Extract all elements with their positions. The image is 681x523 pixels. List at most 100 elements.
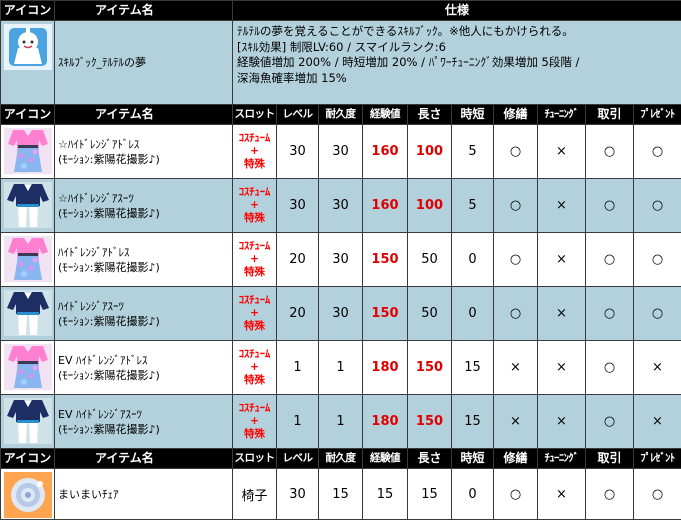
table-row: ☆ﾊｲﾄﾞﾚﾝｼﾞｱｽｰﾂ (ﾓｰｼｮﾝ:紫陽花撮影♪) ｺｽﾁｭｰﾑ + 特殊 30… <box>0 178 681 233</box>
slot-text: + <box>250 415 259 427</box>
present-cell: ○ <box>632 124 681 179</box>
exp-cell: 160 <box>362 178 408 233</box>
col-header: ﾌﾟﾚｾﾞﾝﾄ <box>632 104 681 125</box>
col-header: 経験値 <box>362 104 408 125</box>
item-name-line: ﾊｲﾄﾞﾚﾝｼﾞｱﾄﾞﾚｽ <box>58 245 130 259</box>
durability-cell: 30 <box>318 124 363 179</box>
tuning-cell: × <box>537 468 586 520</box>
skill-spec: ﾃﾙﾃﾙの夢を覚えることができるｽｷﾙﾌﾞｯｸ。※他人にもかけられる。 [ｽｷﾙ… <box>231 20 681 105</box>
col-header: 経験値 <box>362 448 408 469</box>
time-cell: 5 <box>451 124 494 179</box>
durability-cell: 30 <box>318 232 363 287</box>
tuning-cell: × <box>537 178 586 233</box>
slot-text: + <box>250 361 259 373</box>
slot-text: + <box>250 145 259 157</box>
suit-icon <box>4 182 52 228</box>
col-header: 耐久度 <box>318 448 363 469</box>
length-cell: 15 <box>407 468 452 520</box>
repair-cell: ○ <box>493 468 538 520</box>
level-cell: 20 <box>276 232 319 287</box>
exp-cell: 160 <box>362 124 408 179</box>
slot-text: + <box>250 307 259 319</box>
repair-cell: ○ <box>493 286 538 341</box>
trade-cell: ○ <box>585 394 634 449</box>
item-motion-line: (ﾓｰｼｮﾝ:紫陽花撮影♪) <box>58 260 160 274</box>
slot-text: + <box>250 253 259 265</box>
item-motion-line: (ﾓｰｼｮﾝ:紫陽花撮影♪) <box>58 206 160 220</box>
icon-cell <box>0 286 55 341</box>
slot-text: ｺｽﾁｭｰﾑ <box>238 240 271 252</box>
present-cell: ○ <box>632 468 681 520</box>
item-name-line: ﾊｲﾄﾞﾚﾝｼﾞｱｽｰﾂ <box>58 299 124 313</box>
slot-text: 特殊 <box>244 212 265 224</box>
item-name-line: EV ﾊｲﾄﾞﾚﾝｼﾞｱﾄﾞﾚｽ <box>58 353 148 367</box>
time-cell: 15 <box>451 394 494 449</box>
durability-cell: 30 <box>318 286 363 341</box>
col-header: 時短 <box>451 448 494 469</box>
table-row: EV ﾊｲﾄﾞﾚﾝｼﾞｱﾄﾞﾚｽ (ﾓｰｼｮﾝ:紫陽花撮影♪) ｺｽﾁｭｰﾑ + 特殊… <box>0 340 681 395</box>
repair-cell: × <box>493 394 538 449</box>
exp-cell: 180 <box>362 394 408 449</box>
time-cell: 0 <box>451 286 494 341</box>
icon-cell <box>0 468 55 520</box>
repair-cell: ○ <box>493 232 538 287</box>
trade-cell: ○ <box>585 286 634 341</box>
tuning-cell: × <box>537 232 586 287</box>
table-row: ☆ﾊｲﾄﾞﾚﾝｼﾞｱﾄﾞﾚｽ (ﾓｰｼｮﾝ:紫陽花撮影♪) ｺｽﾁｭｰﾑ + 特殊 3… <box>0 124 681 179</box>
icon-cell <box>0 178 55 233</box>
item-name: ﾊｲﾄﾞﾚﾝｼﾞｱｽｰﾂ (ﾓｰｼｮﾝ:紫陽花撮影♪) <box>54 286 233 341</box>
trade-cell: ○ <box>585 178 634 233</box>
chair-header-row: アイコン アイテム名 スロット レベル 耐久度 経験値 長さ 時短 修繕 ﾁｭｰ… <box>0 448 681 469</box>
time-cell: 5 <box>451 178 494 233</box>
costume-header-row: アイコン アイテム名 スロット レベル 耐久度 経験値 長さ 時短 修繕 ﾁｭｰ… <box>0 104 681 125</box>
level-cell: 1 <box>276 394 319 449</box>
slot-cell: ｺｽﾁｭｰﾑ + 特殊 <box>232 178 277 233</box>
slot-text: ｺｽﾁｭｰﾑ <box>238 186 271 198</box>
durability-cell: 15 <box>318 468 363 520</box>
dress-icon <box>4 236 52 282</box>
col-header: アイコン <box>0 448 55 469</box>
tuning-cell: × <box>537 124 586 179</box>
col-header: アイコン <box>0 104 55 125</box>
present-cell: ○ <box>632 286 681 341</box>
col-header: ﾌﾟﾚｾﾞﾝﾄ <box>632 448 681 469</box>
skillbook-teruteru-icon <box>4 24 52 70</box>
skill-header-row: アイコン アイテム名 仕様 <box>0 0 681 21</box>
skill-row: ｽｷﾙﾌﾞｯｸ_ﾃﾙﾃﾙの夢 ﾃﾙﾃﾙの夢を覚えることができるｽｷﾙﾌﾞｯｸ。※… <box>0 20 681 105</box>
spec-line: [ｽｷﾙ効果] 制限LV:60 / スマイルランク:6 <box>237 39 446 54</box>
item-name: ☆ﾊｲﾄﾞﾚﾝｼﾞｱﾄﾞﾚｽ (ﾓｰｼｮﾝ:紫陽花撮影♪) <box>54 124 233 179</box>
item-name-line: ☆ﾊｲﾄﾞﾚﾝｼﾞｱｽｰﾂ <box>58 191 134 205</box>
level-cell: 20 <box>276 286 319 341</box>
durability-cell: 30 <box>318 178 363 233</box>
durability-cell: 1 <box>318 340 363 395</box>
slot-cell: ｺｽﾁｭｰﾑ + 特殊 <box>232 232 277 287</box>
repair-cell: × <box>493 340 538 395</box>
col-header: アイテム名 <box>54 104 233 125</box>
level-cell: 1 <box>276 340 319 395</box>
icon-cell <box>0 124 55 179</box>
slot-text: + <box>250 199 259 211</box>
repair-cell: ○ <box>493 178 538 233</box>
item-name-line: EV ﾊｲﾄﾞﾚﾝｼﾞｱｽｰﾂ <box>58 407 142 421</box>
header-item-name: アイテム名 <box>54 0 233 21</box>
col-header: レベル <box>276 448 319 469</box>
col-header: 修繕 <box>493 104 538 125</box>
level-cell: 30 <box>276 178 319 233</box>
col-header: レベル <box>276 104 319 125</box>
length-cell: 100 <box>407 178 452 233</box>
trade-cell: ○ <box>585 232 634 287</box>
suit-icon <box>4 290 52 336</box>
slot-text: 特殊 <box>244 266 265 278</box>
slot-cell: ｺｽﾁｭｰﾑ + 特殊 <box>232 340 277 395</box>
slot-text: ｺｽﾁｭｰﾑ <box>238 402 271 414</box>
col-header: 取引 <box>585 448 634 469</box>
table-row: ﾊｲﾄﾞﾚﾝｼﾞｱﾄﾞﾚｽ (ﾓｰｼｮﾝ:紫陽花撮影♪) ｺｽﾁｭｰﾑ + 特殊 20… <box>0 232 681 287</box>
spec-line: ﾃﾙﾃﾙの夢を覚えることができるｽｷﾙﾌﾞｯｸ。※他人にもかけられる。 <box>237 24 574 38</box>
level-cell: 30 <box>276 124 319 179</box>
icon-cell <box>0 394 55 449</box>
slot-text: ｺｽﾁｭｰﾑ <box>238 348 271 360</box>
slot-text: 特殊 <box>244 428 265 440</box>
durability-cell: 1 <box>318 394 363 449</box>
slot-cell: ｺｽﾁｭｰﾑ + 特殊 <box>232 394 277 449</box>
